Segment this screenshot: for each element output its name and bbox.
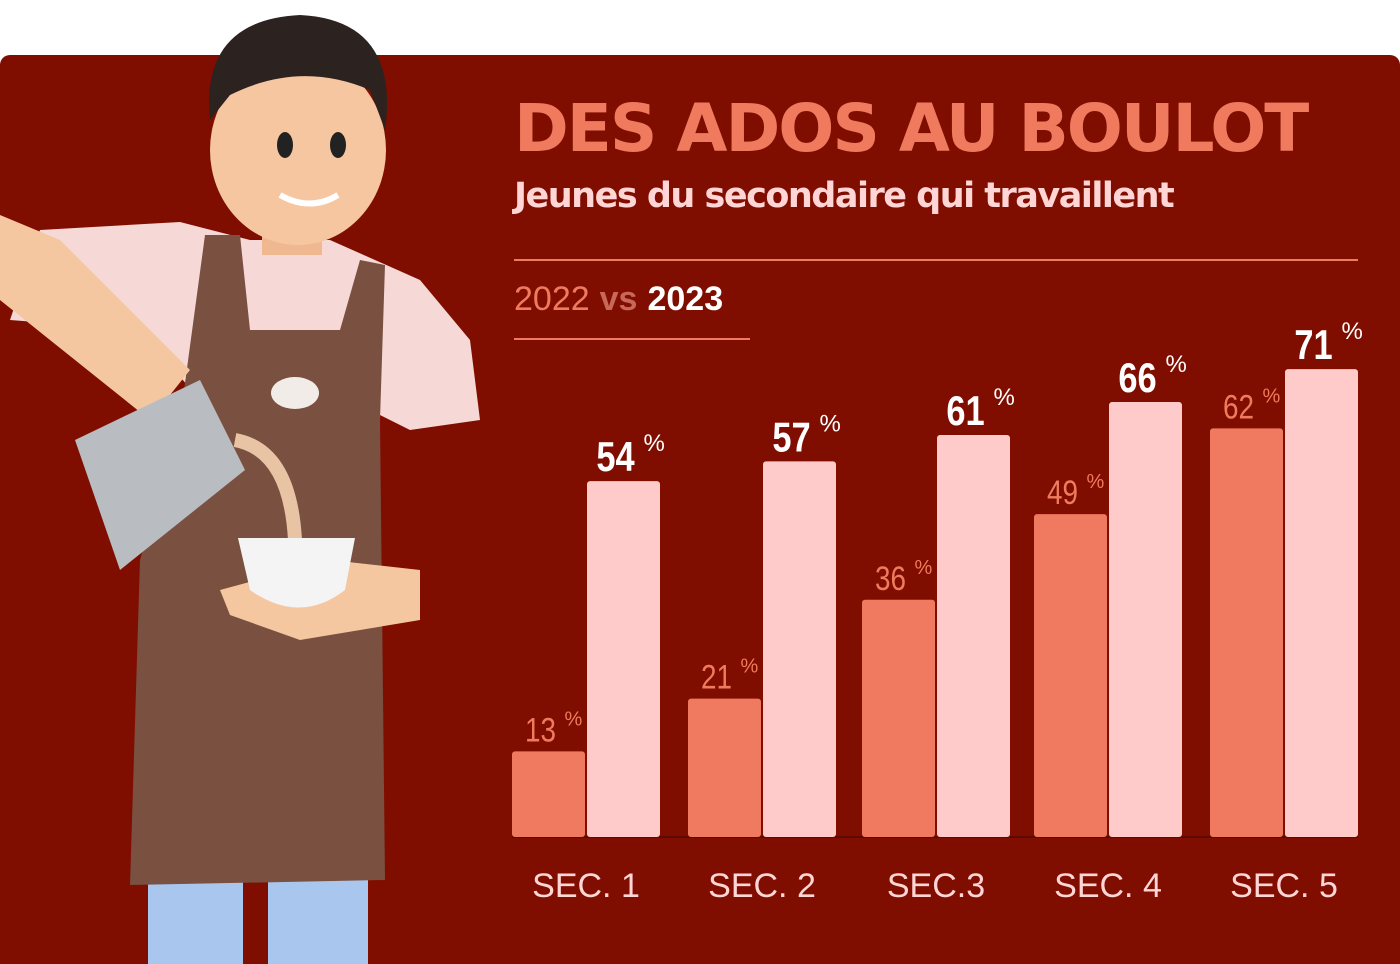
percent-sign: % [994,384,1015,411]
category-label-3: SEC.3 [887,867,985,905]
smile [278,192,340,207]
bar-2022-2 [688,698,761,837]
bar-2022-3 [862,599,935,837]
arm-left [0,215,190,420]
bar-2023-2 [763,461,836,837]
divider-top [514,259,1358,261]
legend-vs: vs [599,280,638,318]
legend-2022: 2022 [514,280,590,318]
value-label-2023-5: 71 [1294,322,1332,369]
category-label-1: SEC. 1 [532,867,640,905]
value-label-2022-5: 62 [1223,388,1254,426]
barista-illustration [0,15,480,964]
percent-sign: % [644,430,665,457]
milk-stream [233,433,302,541]
value-label-2023-2: 57 [772,414,810,461]
percent-sign: % [565,708,583,730]
category-label-2: SEC. 2 [708,867,816,905]
value-label-2023-3: 61 [946,388,984,435]
chart-subtitle: Jeunes du secondaire qui travaillent [514,176,1175,216]
percent-sign: % [915,557,933,579]
percent-sign: % [820,410,841,437]
percent-sign: % [741,656,759,678]
value-label-2022-2: 21 [701,658,732,696]
percent-sign: % [1263,385,1281,407]
value-label-2022-4: 49 [1047,473,1078,511]
divider-legend [514,338,750,340]
bar-2022-4 [1034,514,1107,837]
pitcher [75,380,245,570]
bar-2023-4 [1109,402,1182,837]
cup [238,538,355,608]
head [210,55,386,245]
percent-sign: % [1087,471,1105,493]
value-label-2022-1: 13 [525,711,556,749]
percent-sign: % [1166,351,1187,378]
coffee-bean-logo [271,377,319,409]
percent-sign: % [1342,318,1363,345]
category-label-5: SEC. 5 [1230,867,1338,905]
legend: 2022 vs 2023 [514,280,723,319]
hair [209,15,387,130]
chart-title: DES ADOS AU BOULOT [514,90,1309,167]
bar-2022-5 [1210,428,1283,837]
value-label-2023-1: 54 [596,434,635,481]
category-label-4: SEC. 4 [1054,867,1162,905]
value-label-2022-3: 36 [875,559,906,597]
bar-2022-1 [512,751,585,837]
bar-2023-1 [587,481,660,837]
legend-2023: 2023 [647,280,724,318]
eye-right [330,132,346,158]
bar-2023-3 [937,435,1010,837]
eye-left [277,132,293,158]
value-label-2023-4: 66 [1118,355,1156,402]
bar-2023-5 [1285,369,1358,837]
